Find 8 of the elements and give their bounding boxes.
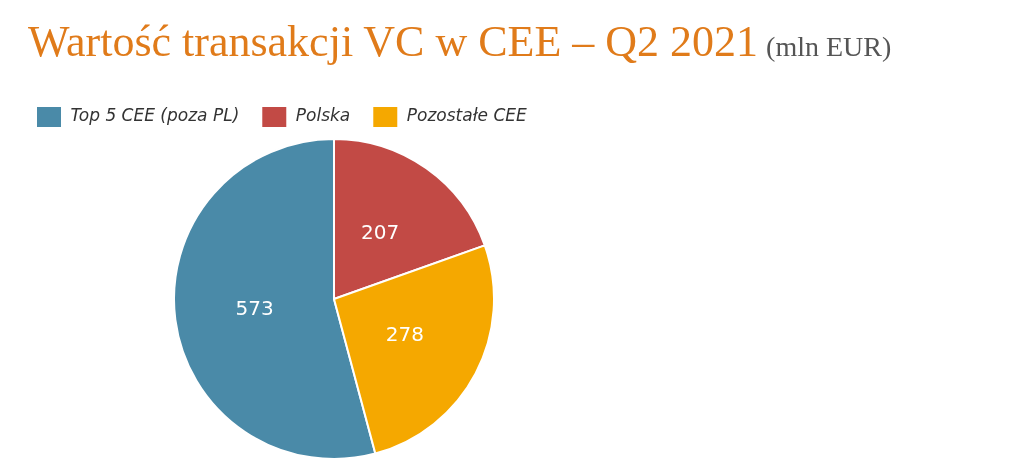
legend-label: Pozostałe CEE (406, 105, 528, 126)
chart-title: Wartość transakcji VC w CEE – Q2 2021 (28, 17, 759, 66)
text: (mln EUR) (766, 31, 892, 62)
data-label: 278 (385, 322, 424, 347)
legend-label: Top 5 CEE (poza PL) (70, 105, 240, 126)
data-label: 573 (235, 295, 274, 320)
legend-label: Polska (295, 105, 351, 126)
data-label: 207 (361, 219, 400, 244)
